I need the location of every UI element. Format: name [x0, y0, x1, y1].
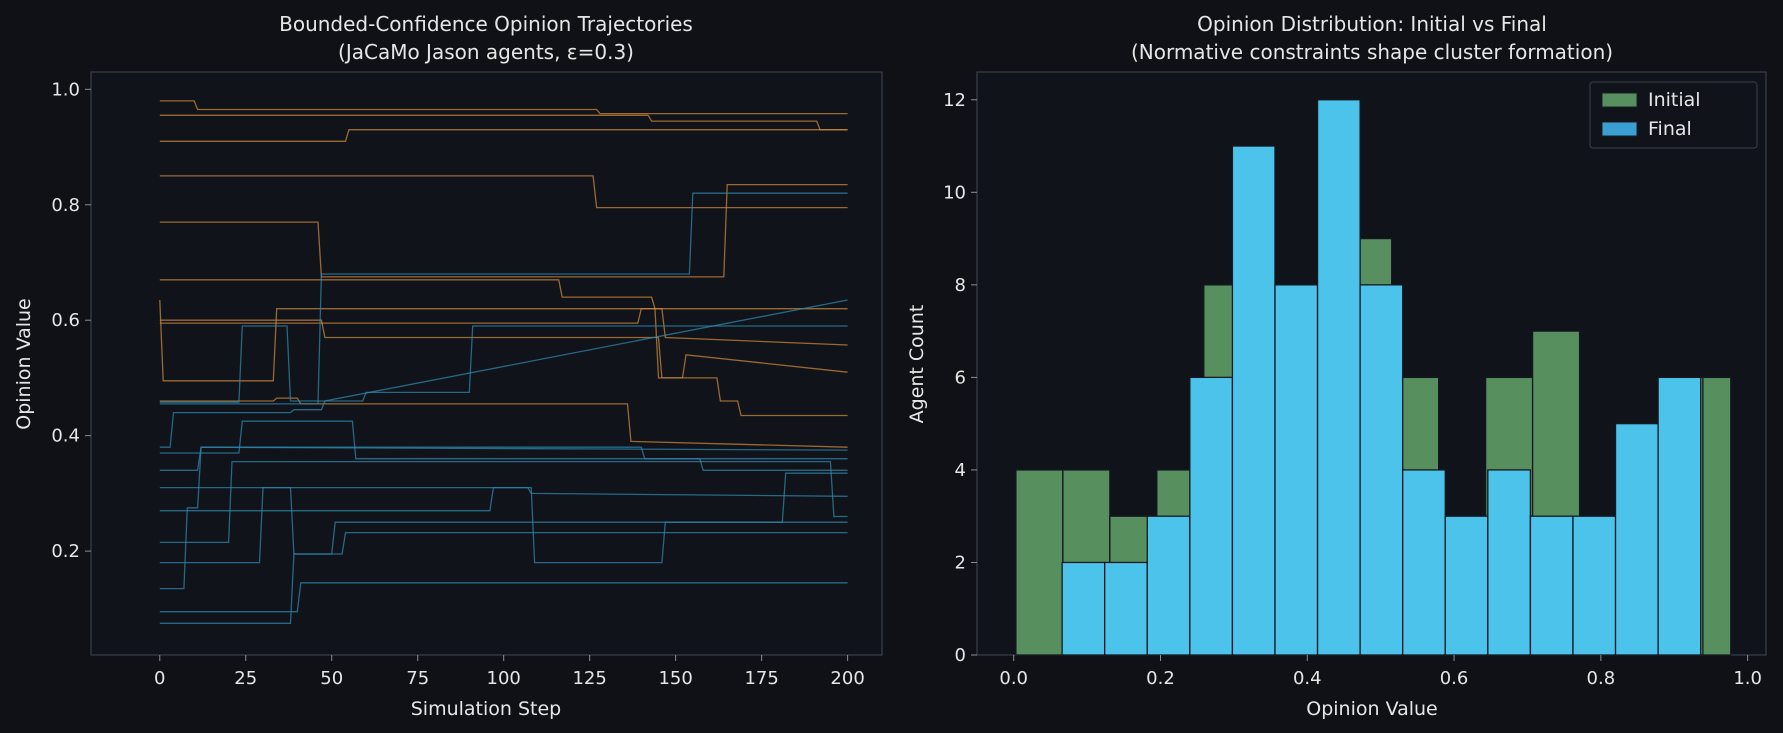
histogram-y-tick-label: 2	[955, 552, 966, 573]
trajectory-line-15	[159, 446, 848, 471]
trajectory-x-tick-label: 50	[320, 668, 343, 689]
trajectory-x-tick-label: 25	[234, 668, 257, 689]
trajectory-ticks: 0 25 50 75 100 125 150 175 200 0.2 0.4 0.6 0.8 1.0	[51, 79, 864, 689]
final-bar	[1402, 469, 1446, 656]
final-bar	[1274, 284, 1319, 656]
histogram-y-tick-label: 4	[955, 460, 966, 481]
final-bar	[1061, 561, 1106, 656]
trajectory-line-12	[159, 192, 848, 405]
final-bar	[1487, 469, 1532, 656]
histogram-y-tick-label: 6	[955, 367, 966, 388]
final-bar	[1614, 423, 1659, 656]
trajectory-line-14	[159, 420, 848, 460]
trajectory-chart-subtitle: (JaCaMo Jason agents, ε=0.3)	[338, 40, 634, 64]
trajectory-line-7	[159, 299, 848, 382]
trajectory-y-tick-label: 0.8	[51, 195, 80, 216]
trajectory-line-16	[159, 486, 848, 497]
trajectory-x-axis-label: Simulation Step	[411, 698, 562, 720]
final-bar	[1444, 515, 1489, 656]
trajectory-y-tick-label: 0.6	[51, 310, 80, 331]
histogram-bars	[1015, 99, 1732, 656]
trajectory-x-tick-label: 100	[487, 668, 521, 689]
final-bar	[1657, 376, 1702, 656]
trajectory-chart-title: Bounded-Confidence Opinion Trajectories	[279, 12, 693, 36]
trajectory-line-18	[159, 460, 848, 544]
trajectory-x-tick-label: 125	[572, 668, 606, 689]
legend-swatch-final	[1601, 121, 1638, 137]
trajectory-line-21	[159, 582, 848, 613]
histogram-y-tick-label: 10	[943, 182, 966, 203]
histogram-chart-subtitle: (Normative constraints shape cluster for…	[1131, 40, 1613, 64]
final-bar	[1316, 99, 1361, 656]
final-bar	[1104, 561, 1148, 656]
initial-bar	[1015, 469, 1064, 656]
histogram-x-tick-label: 0.0	[999, 668, 1028, 689]
trajectory-line-6	[159, 279, 848, 346]
trajectory-x-tick-label: 200	[830, 668, 864, 689]
final-bar	[1572, 515, 1617, 656]
trajectory-lines	[159, 100, 848, 624]
histogram-x-tick-label: 0.6	[1440, 668, 1469, 689]
histogram-x-tick-label: 0.8	[1587, 668, 1616, 689]
histogram-legend: Initial Final	[1589, 81, 1758, 149]
legend-label-final: Final	[1648, 118, 1692, 140]
histogram-y-tick-label: 0	[955, 645, 966, 666]
trajectory-x-tick-label: 0	[154, 668, 165, 689]
trajectory-line-19	[159, 486, 848, 564]
trajectory-x-tick-label: 75	[406, 668, 429, 689]
trajectory-line-3	[159, 129, 848, 142]
final-bar	[1231, 145, 1276, 656]
histogram-y-tick-label: 12	[943, 90, 966, 111]
histogram-x-tick-label: 0.2	[1146, 668, 1175, 689]
legend-label-initial: Initial	[1648, 89, 1701, 111]
final-bar	[1529, 515, 1574, 656]
legend-swatch-initial	[1601, 92, 1638, 108]
trajectory-y-tick-label: 0.4	[51, 426, 80, 447]
trajectory-plot-area	[90, 71, 883, 656]
histogram-ticks: 0.0 0.2 0.4 0.6 0.8 1.0 0 2 4 6 8 10 12	[943, 90, 1762, 689]
trajectory-y-axis-label: Opinion Value	[13, 298, 35, 430]
trajectory-x-tick-label: 150	[658, 668, 692, 689]
histogram-y-tick-label: 8	[955, 275, 966, 296]
trajectory-line-9	[159, 308, 848, 417]
initial-bar	[1702, 376, 1732, 656]
trajectory-x-tick-label: 175	[744, 668, 778, 689]
histogram-chart-title: Opinion Distribution: Initial vs Final	[1197, 12, 1547, 36]
histogram-chart: Opinion Distribution: Initial vs Final (…	[906, 12, 1767, 720]
final-bar	[1189, 376, 1234, 656]
trajectory-y-tick-label: 1.0	[51, 79, 80, 100]
trajectory-line-5	[159, 183, 848, 278]
trajectory-line-4	[159, 175, 848, 209]
histogram-x-axis-label: Opinion Value	[1306, 698, 1438, 720]
histogram-x-tick-label: 0.4	[1293, 668, 1322, 689]
final-bar	[1146, 515, 1191, 656]
final-bar	[1359, 284, 1404, 656]
histogram-y-axis-label: Agent Count	[906, 305, 928, 424]
trajectory-line-22	[159, 521, 848, 624]
trajectory-line-17	[159, 472, 848, 564]
trajectory-line-13	[159, 299, 848, 448]
trajectory-line-20	[159, 446, 848, 590]
histogram-x-tick-label: 1.0	[1733, 668, 1762, 689]
trajectory-y-tick-label: 0.2	[51, 541, 80, 562]
trajectory-chart: Bounded-Confidence Opinion Trajectories …	[13, 12, 883, 720]
trajectory-line-1	[159, 100, 848, 115]
